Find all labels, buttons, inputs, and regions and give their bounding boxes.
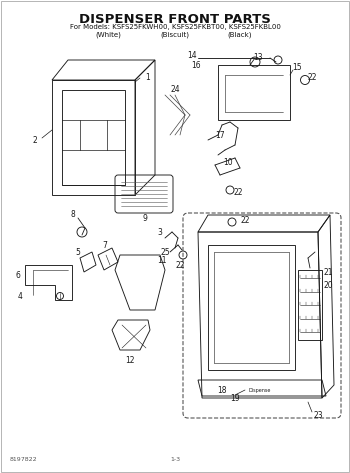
Text: 2: 2 — [33, 135, 37, 144]
Text: 3: 3 — [158, 228, 162, 236]
Text: For Models: KSFS25FKWH00, KSFS25FKBT00, KSFS25FKBL00: For Models: KSFS25FKWH00, KSFS25FKBT00, … — [70, 24, 280, 30]
Text: 14: 14 — [187, 51, 197, 60]
Text: 15: 15 — [292, 63, 302, 72]
Text: 9: 9 — [142, 213, 147, 222]
Text: Dispense: Dispense — [249, 387, 271, 393]
Text: 8: 8 — [71, 210, 75, 219]
Text: 8197822: 8197822 — [10, 457, 38, 462]
Text: 11: 11 — [157, 255, 167, 264]
Text: 10: 10 — [223, 158, 233, 166]
Text: 22: 22 — [307, 73, 317, 82]
Text: 20: 20 — [323, 280, 333, 289]
Text: DISPENSER FRONT PARTS: DISPENSER FRONT PARTS — [79, 13, 271, 26]
Text: 23: 23 — [313, 411, 323, 420]
Text: 4: 4 — [18, 291, 22, 300]
Text: 22: 22 — [240, 216, 250, 225]
Text: (White): (White) — [95, 31, 121, 37]
Text: 12: 12 — [125, 356, 135, 365]
Text: (Biscuit): (Biscuit) — [161, 31, 189, 37]
Text: 7: 7 — [103, 240, 107, 249]
Text: 24: 24 — [170, 86, 180, 95]
Text: (Black): (Black) — [228, 31, 252, 37]
Text: 18: 18 — [217, 385, 227, 394]
Text: 5: 5 — [76, 247, 80, 256]
Text: 1: 1 — [146, 72, 150, 81]
Text: 6: 6 — [15, 271, 20, 280]
Text: 1-3: 1-3 — [170, 457, 180, 462]
Text: 22: 22 — [175, 261, 185, 270]
Text: 13: 13 — [253, 53, 263, 62]
Text: 21: 21 — [323, 268, 333, 277]
Text: 22: 22 — [233, 187, 243, 196]
Text: 17: 17 — [215, 131, 225, 140]
Text: 16: 16 — [191, 61, 201, 70]
Text: 19: 19 — [230, 394, 240, 403]
Text: 25: 25 — [160, 247, 170, 256]
